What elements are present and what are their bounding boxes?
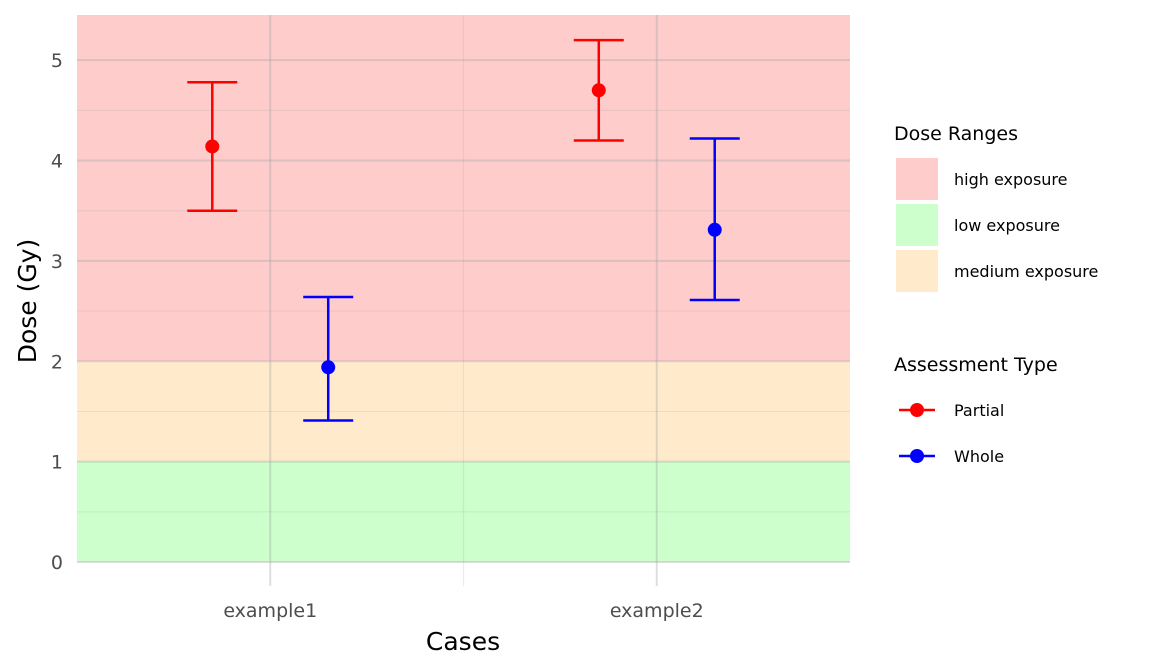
y-axis-title: Dose (Gy)	[13, 239, 42, 364]
dose-range-bands	[77, 15, 850, 562]
point-partial	[205, 139, 220, 154]
legend-label-high-exposure: high exposure	[954, 170, 1068, 189]
legend-marker	[910, 449, 924, 463]
legend-swatch-medium-exposure	[896, 250, 938, 292]
error-bar-whole	[689, 137, 740, 302]
x-axis-title: Cases	[426, 627, 500, 656]
legend-marker	[910, 403, 924, 417]
y-tick-label: 0	[51, 552, 63, 574]
y-tick-label: 1	[51, 452, 63, 474]
y-tick-label: 5	[51, 50, 63, 72]
x-tick-label: example2	[610, 600, 704, 622]
x-axis-ticks: example1 example2	[223, 600, 703, 622]
x-tick-label: example1	[223, 600, 317, 622]
legend-key-whole	[899, 449, 935, 463]
legend-swatch-high-exposure	[896, 158, 938, 200]
assessment-type-legend-title: Assessment Type	[894, 354, 1058, 376]
band-high-exposure	[77, 15, 850, 362]
data-points	[205, 83, 722, 375]
band-low-exposure	[77, 461, 850, 562]
assessment-type-legend: Assessment Type Partial Whole	[894, 354, 1058, 466]
band-medium-exposure	[77, 361, 850, 462]
error-bars	[187, 38, 740, 422]
grid-lines	[77, 15, 850, 586]
dose-ranges-legend: Dose Ranges high exposure low exposure med…	[894, 123, 1098, 292]
legend-label-partial: Partial	[954, 401, 1004, 420]
point-partial	[591, 83, 606, 98]
y-tick-label: 4	[51, 151, 63, 173]
y-tick-label: 2	[51, 351, 63, 373]
point-whole	[707, 222, 722, 237]
y-axis-ticks: 0 1 2 3 4 5	[51, 50, 63, 574]
error-bar-whole	[303, 295, 354, 422]
legend-key-partial	[899, 403, 935, 417]
legend-swatch-low-exposure	[896, 204, 938, 246]
legend-label-medium-exposure: medium exposure	[954, 262, 1098, 281]
dose-ranges-legend-title: Dose Ranges	[894, 123, 1018, 145]
point-whole	[321, 360, 336, 375]
y-tick-label: 3	[51, 251, 63, 273]
legend-label-low-exposure: low exposure	[954, 216, 1060, 235]
legend-label-whole: Whole	[954, 447, 1004, 466]
